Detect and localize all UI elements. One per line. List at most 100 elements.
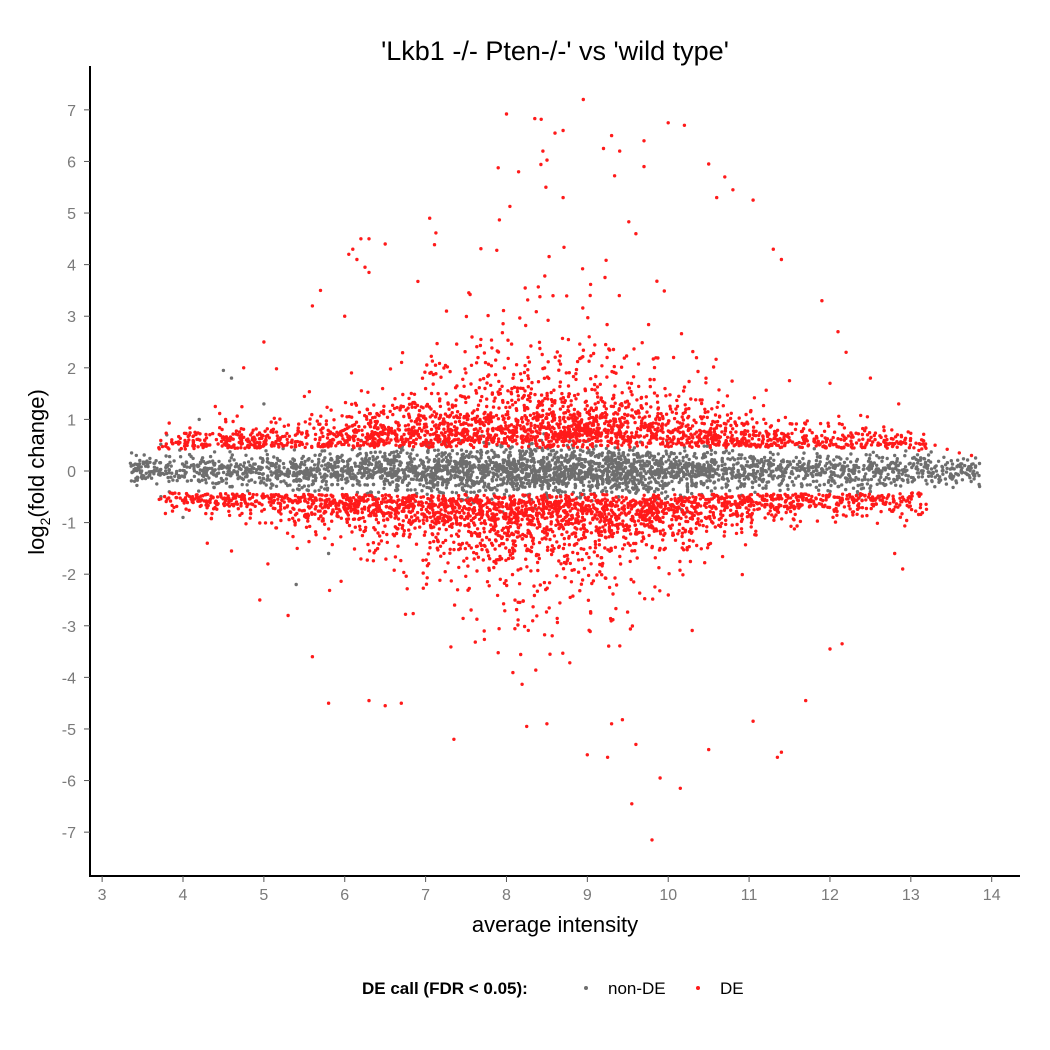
de-point <box>243 446 247 450</box>
non-de-point <box>342 465 347 469</box>
non-de-point <box>755 459 760 463</box>
non-de-point <box>694 481 699 485</box>
non-de-point <box>572 463 576 468</box>
non-de-point <box>476 457 480 462</box>
non-de-point <box>713 462 717 466</box>
non-de-point <box>469 464 474 468</box>
de-point <box>481 558 485 562</box>
de-point <box>737 416 741 420</box>
non-de-point <box>339 455 343 459</box>
non-de-point <box>232 469 236 473</box>
non-de-point <box>661 454 665 459</box>
non-de-point <box>696 473 701 478</box>
non-de-point <box>950 477 954 481</box>
non-de-point <box>639 463 644 467</box>
non-de-point <box>277 466 281 471</box>
non-de-point <box>815 469 819 473</box>
non-de-point <box>886 472 890 477</box>
non-de-point <box>785 459 790 464</box>
non-de-point <box>540 485 544 490</box>
non-de-point <box>449 468 453 473</box>
de-point <box>810 494 814 499</box>
non-de-point <box>527 472 532 477</box>
non-de-point <box>326 469 331 473</box>
de-point <box>157 447 161 451</box>
de-point <box>626 381 630 385</box>
de-point <box>625 610 630 614</box>
non-de-point <box>656 487 660 492</box>
non-de-point <box>499 472 503 477</box>
non-de-point <box>935 473 940 477</box>
non-de-point <box>518 476 522 480</box>
non-de-point <box>618 481 622 486</box>
non-de-point <box>429 481 433 485</box>
non-de-point <box>797 459 802 464</box>
non-de-point <box>156 472 161 477</box>
non-de-point <box>436 466 440 470</box>
de-point <box>520 504 525 508</box>
non-de-point <box>737 453 741 457</box>
non-de-point <box>440 451 444 455</box>
non-de-point <box>647 460 651 464</box>
non-de-point <box>367 456 372 461</box>
non-de-point <box>678 451 682 456</box>
non-de-point <box>590 484 594 489</box>
non-de-point <box>826 454 830 458</box>
non-de-point <box>430 466 434 470</box>
de-point <box>513 627 517 631</box>
de-point <box>613 576 617 580</box>
de-point <box>359 557 363 561</box>
non-de-point <box>262 477 266 481</box>
non-de-point <box>808 483 812 487</box>
non-de-point <box>468 460 472 465</box>
non-de-point <box>889 460 894 465</box>
non-de-point <box>229 471 233 475</box>
non-de-point <box>315 469 319 474</box>
non-de-point <box>225 472 229 477</box>
non-de-point <box>294 477 299 482</box>
non-de-point <box>832 458 836 462</box>
non-de-point <box>862 475 867 479</box>
de-point <box>542 376 547 380</box>
non-de-point <box>578 476 583 480</box>
non-de-point <box>764 484 768 488</box>
non-de-point <box>601 488 605 493</box>
non-de-point <box>465 478 470 483</box>
non-de-point <box>684 454 689 459</box>
non-de-point <box>643 477 647 482</box>
non-de-point <box>623 476 627 480</box>
de-point <box>340 414 344 418</box>
non-de-point <box>412 457 416 461</box>
de-point <box>396 517 401 521</box>
non-de-point <box>632 452 636 457</box>
non-de-point <box>319 475 324 479</box>
non-de-point <box>425 492 429 496</box>
non-de-point <box>490 448 494 453</box>
non-de-point <box>788 475 792 480</box>
non-de-point <box>488 458 492 463</box>
non-de-point <box>856 483 860 488</box>
de-point <box>537 340 542 344</box>
non-de-point <box>879 475 883 479</box>
de-point <box>525 565 529 569</box>
non-de-point <box>819 467 824 471</box>
non-de-point <box>411 465 415 469</box>
non-de-point <box>371 455 375 459</box>
de-point <box>455 410 460 414</box>
de-point <box>635 556 639 560</box>
non-de-point <box>761 478 765 483</box>
de-point <box>318 509 322 513</box>
de-point <box>393 555 398 559</box>
non-de-point <box>899 484 903 488</box>
de-point <box>522 624 527 629</box>
non-de-point <box>715 472 719 476</box>
de-point <box>684 515 688 519</box>
non-de-point <box>457 469 462 473</box>
non-de-point <box>425 467 430 472</box>
non-de-point <box>475 450 479 454</box>
de-point <box>489 383 493 387</box>
non-de-point <box>847 474 852 478</box>
de-point <box>722 530 727 534</box>
non-de-point <box>879 469 884 473</box>
de-point <box>632 580 636 584</box>
